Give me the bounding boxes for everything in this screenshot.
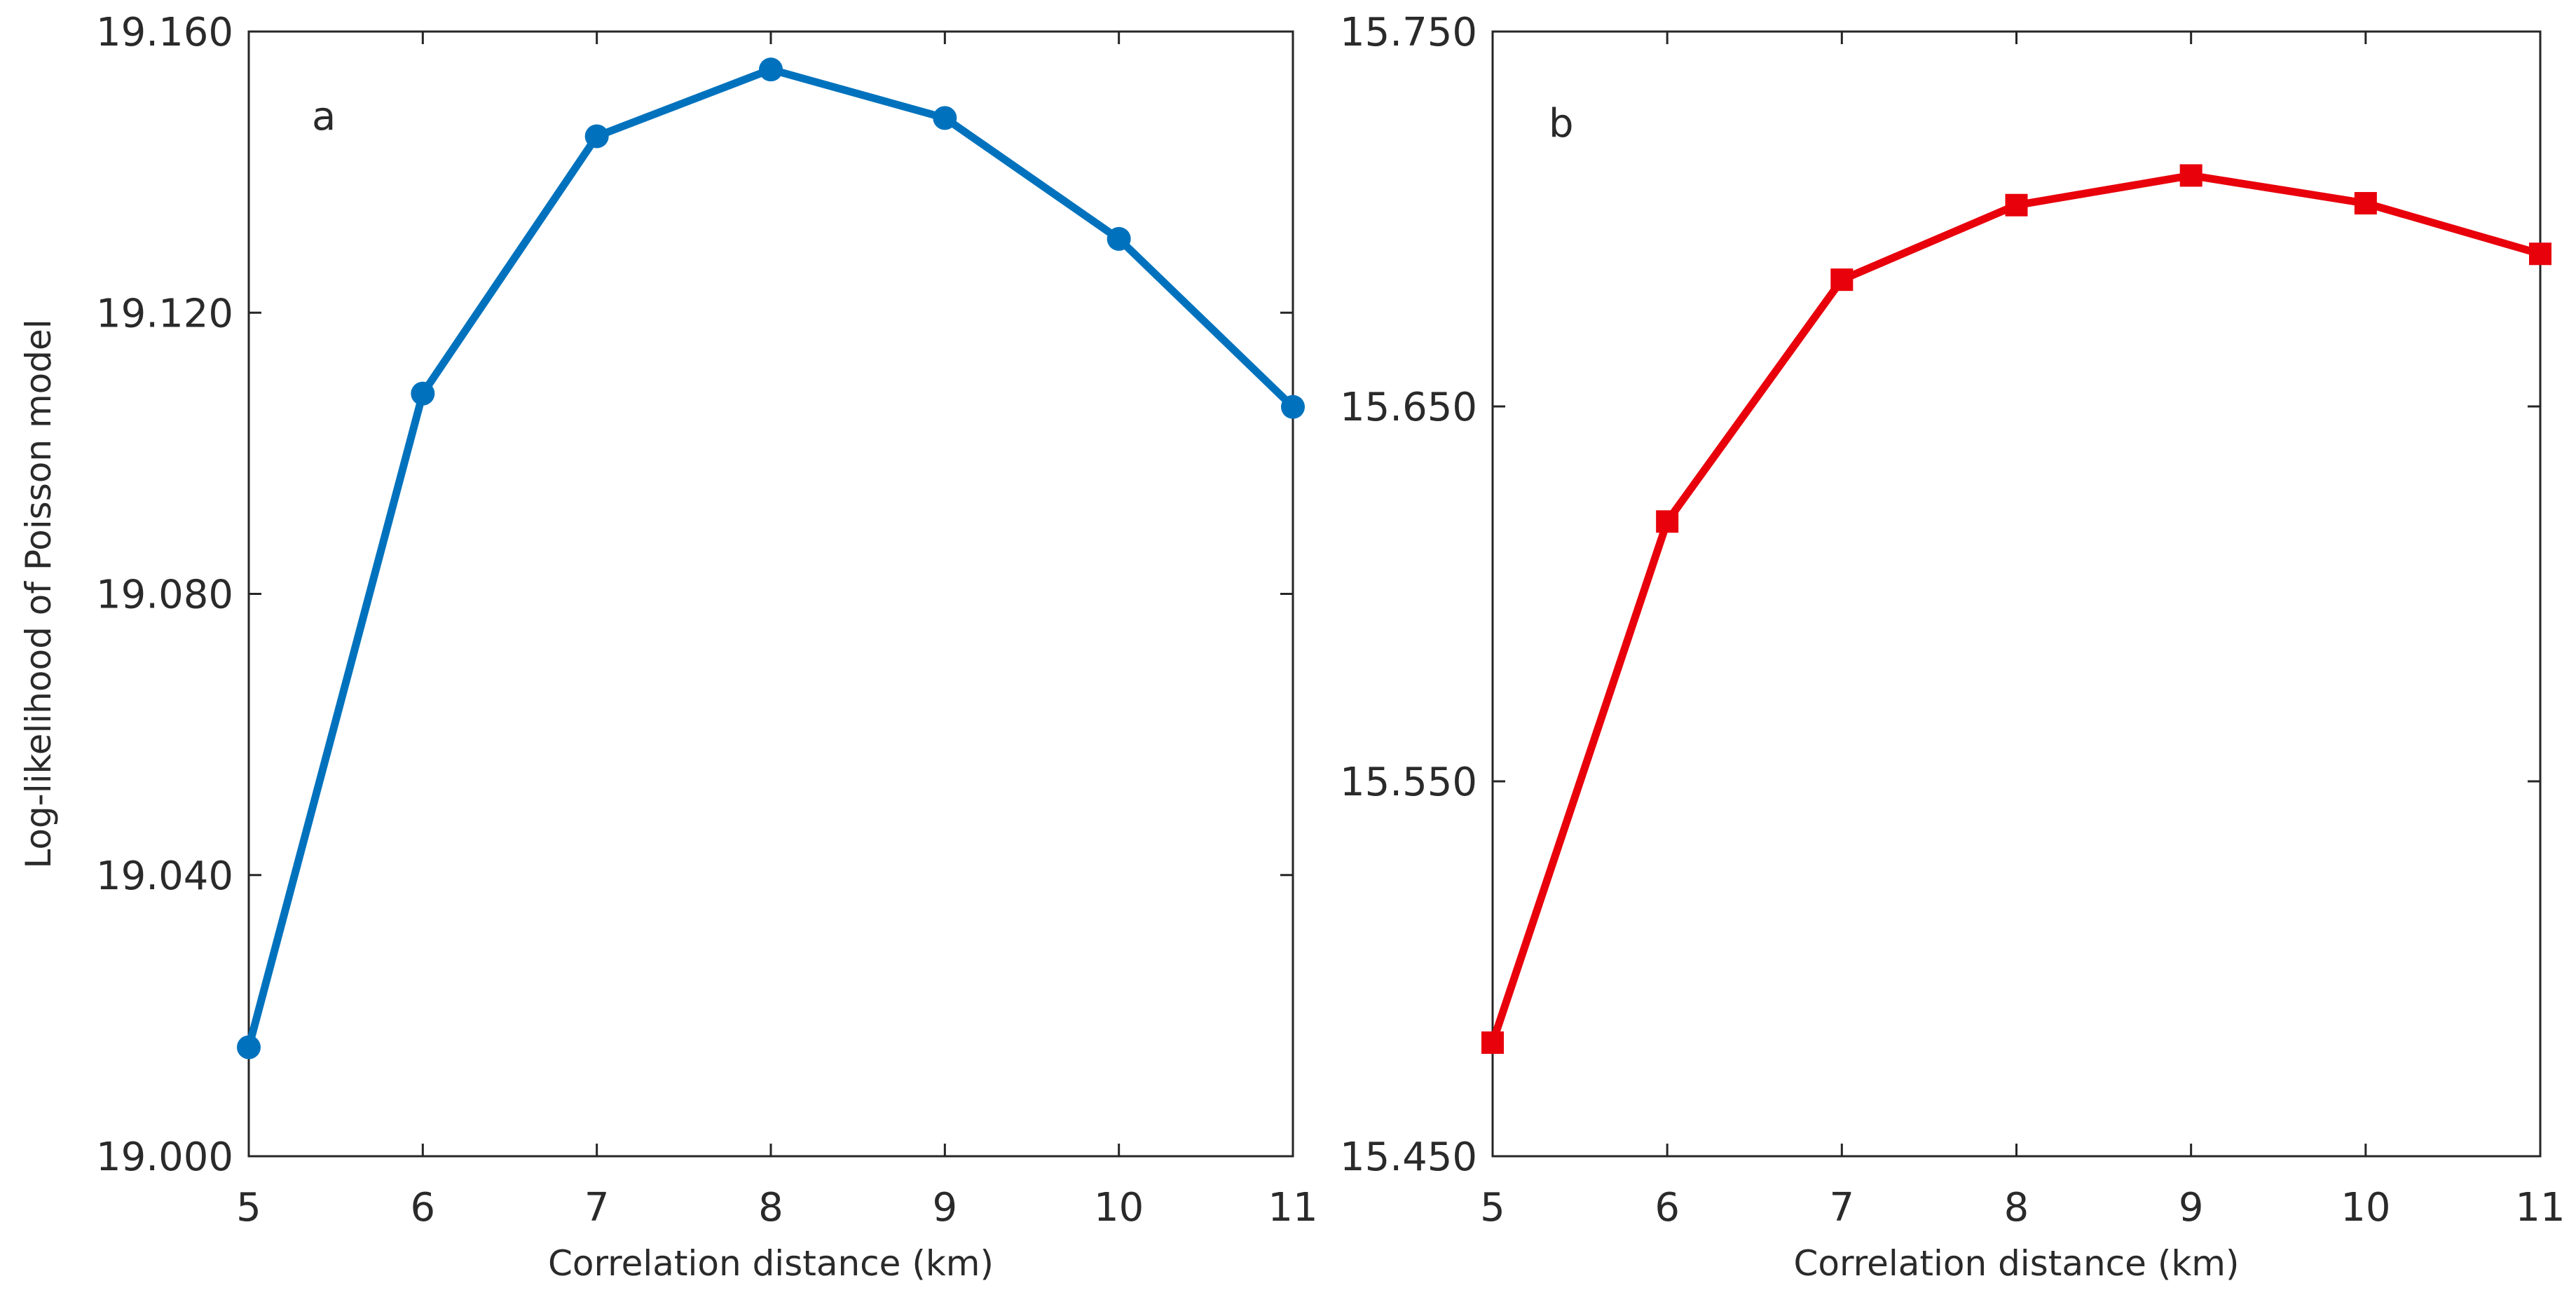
chart-a-data-point — [411, 381, 435, 406]
chart-panel-b: 5 6 7 8 9 10 11 15.450 15.550 15.650 15.750 Correla… — [1340, 10, 2565, 1284]
chart-b-panel-label: b — [1549, 101, 1574, 146]
chart-b-data-point — [2529, 242, 2551, 266]
chart-a-data-point — [759, 57, 783, 82]
chart-a-plot-frame — [247, 30, 1294, 1158]
chart-a-x-axis-title: Correlation distance (km) — [548, 1243, 994, 1284]
chart-b-y-tick-label: 15.750 — [1340, 10, 1477, 55]
chart-a-data-point — [933, 106, 957, 130]
chart-b-x-tick-label: 7 — [1830, 1185, 1855, 1231]
chart-b-data-point — [1656, 510, 1679, 533]
chart-b-x-tick-label: 11 — [2515, 1185, 2565, 1231]
chart-a-x-tick-label: 5 — [236, 1185, 261, 1231]
chart-panel-a: 5 6 7 8 9 10 11 19.000 19.040 19.080 19.120 19.160 C… — [18, 10, 1318, 1284]
chart-a-y-tick-label: 19.160 — [96, 10, 233, 55]
chart-b-x-tick-label: 6 — [1654, 1185, 1680, 1231]
chart-b-y-tick-label: 15.450 — [1340, 1135, 1477, 1180]
chart-a-x-tick-label: 7 — [584, 1185, 610, 1231]
chart-a-x-tick-label: 11 — [1268, 1185, 1317, 1231]
chart-b-data-point — [2354, 192, 2377, 215]
chart-a-x-tick-label: 6 — [411, 1185, 436, 1231]
chart-b-series-line — [1488, 171, 2544, 1047]
chart-a-data-point — [1281, 395, 1305, 419]
chart-a-series-line — [245, 65, 1297, 1052]
chart-a-y-axis-title: Log-likelihood of Poisson model — [18, 319, 59, 868]
chart-b-y-tick-label: 15.650 — [1340, 385, 1477, 430]
chart-a-y-tick-label: 19.000 — [96, 1135, 233, 1180]
chart-a-y-tick-label: 19.040 — [96, 854, 233, 899]
chart-b-x-axis-title: Correlation distance (km) — [1793, 1243, 2239, 1284]
chart-b-x-tick-label: 5 — [1480, 1185, 1505, 1231]
chart-a-x-tick-label: 9 — [933, 1185, 958, 1231]
chart-a-data-point — [1107, 226, 1131, 251]
chart-b-x-tick-label: 10 — [2341, 1185, 2390, 1231]
chart-b-data-point — [2179, 164, 2202, 187]
chart-a-x-tick-label: 8 — [758, 1185, 783, 1231]
chart-a-data-point — [237, 1035, 261, 1060]
chart-b-data-point — [1481, 1031, 1504, 1054]
chart-b-data-point — [2005, 193, 2028, 217]
chart-a-y-tick-label: 19.120 — [96, 291, 233, 336]
chart-b-y-tick-label: 15.550 — [1340, 760, 1477, 805]
chart-a-x-tick-label: 10 — [1094, 1185, 1144, 1231]
chart-b-x-tick-label: 8 — [2004, 1185, 2029, 1231]
chart-b-data-point — [1830, 268, 1854, 292]
chart-a-panel-label: a — [312, 94, 336, 139]
chart-b-x-tick-label: 9 — [2179, 1185, 2204, 1231]
chart-a-y-tick-label: 19.080 — [96, 573, 233, 618]
chart-a-data-point — [584, 124, 609, 149]
